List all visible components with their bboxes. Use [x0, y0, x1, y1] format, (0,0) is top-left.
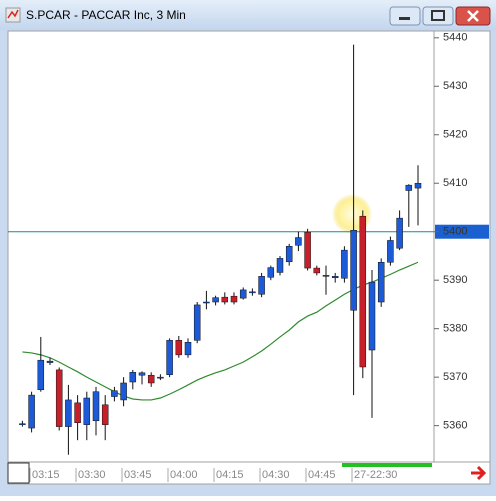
- candle-body: [331, 276, 339, 279]
- minimize-icon: [399, 17, 410, 20]
- maximize-icon: [431, 10, 445, 21]
- x-tick-label: 03:45: [124, 469, 152, 481]
- candle-body: [276, 258, 284, 273]
- candle-body: [304, 231, 311, 269]
- candle-body: [19, 423, 26, 425]
- candle-body: [396, 217, 403, 249]
- candle-body: [28, 394, 35, 429]
- y-tick-label: 5410: [443, 177, 467, 189]
- candle-body: [111, 390, 118, 397]
- app-icon-graph: [7, 9, 19, 19]
- x-tick-label: 04:15: [216, 469, 244, 481]
- candle-body: [101, 404, 109, 425]
- candle-body: [405, 184, 413, 191]
- maximize-button[interactable]: [422, 6, 454, 26]
- candle-body: [387, 240, 394, 263]
- candle-body: [377, 262, 385, 303]
- x-tick-label: 04:00: [170, 469, 198, 481]
- y-tick-label: 5390: [443, 274, 467, 286]
- corner-box[interactable]: [7, 462, 30, 484]
- window-title: S.PCAR - PACCAR Inc, 3 Min: [26, 8, 186, 22]
- candle-body: [267, 267, 275, 278]
- candle-body: [74, 402, 81, 423]
- price-marker: [435, 224, 489, 239]
- candle-body: [65, 399, 72, 427]
- candle-body: [313, 267, 321, 274]
- x-tick-label: 04:30: [262, 469, 290, 481]
- price-axis: [433, 30, 491, 463]
- x-tick-label: 03:30: [78, 469, 106, 481]
- candle-body: [166, 340, 173, 375]
- candle-body: [157, 376, 164, 379]
- y-tick-label: 5400: [443, 226, 467, 238]
- candle-body: [258, 276, 265, 295]
- candle-body: [203, 301, 210, 304]
- candle-body: [341, 249, 348, 279]
- y-tick-label: 5360: [443, 420, 467, 432]
- candle-body: [239, 289, 247, 299]
- x-tick-label: 03:15: [32, 469, 60, 481]
- candle-body: [350, 230, 357, 311]
- y-tick-label: 5440: [443, 32, 467, 44]
- candle-body: [368, 281, 376, 351]
- candle-body: [138, 372, 146, 376]
- candle-body: [322, 275, 330, 277]
- candle-body: [55, 369, 63, 427]
- session-bar: [342, 463, 432, 467]
- y-tick-label: 5370: [443, 371, 467, 383]
- minimize-button[interactable]: [389, 6, 421, 26]
- candle-body: [175, 340, 183, 356]
- candle-body: [221, 296, 229, 303]
- candle-body: [120, 382, 127, 401]
- scroll-arrow[interactable]: [471, 465, 487, 481]
- x-tick-label: 04:45: [308, 469, 336, 481]
- y-tick-label: 5380: [443, 323, 467, 335]
- candle-body: [230, 295, 238, 303]
- candle-body: [295, 237, 302, 246]
- close-icon: [467, 10, 479, 22]
- candle-body: [37, 359, 45, 391]
- candle-body: [83, 397, 91, 425]
- candle-body: [359, 215, 367, 368]
- x-tick-label: 27-22:30: [354, 469, 397, 481]
- y-tick-label: 5430: [443, 80, 467, 92]
- candle-body: [212, 297, 219, 303]
- candle-body: [46, 360, 54, 363]
- candle-body: [285, 246, 293, 263]
- candle-body: [249, 291, 256, 294]
- candle-body: [147, 374, 155, 384]
- candle-body: [92, 391, 100, 422]
- candle-body: [184, 342, 192, 356]
- candle-body: [129, 372, 137, 383]
- y-tick-label: 5420: [443, 129, 467, 141]
- candle-body: [193, 304, 201, 341]
- candle-body: [414, 182, 422, 189]
- plot-area: [7, 30, 435, 463]
